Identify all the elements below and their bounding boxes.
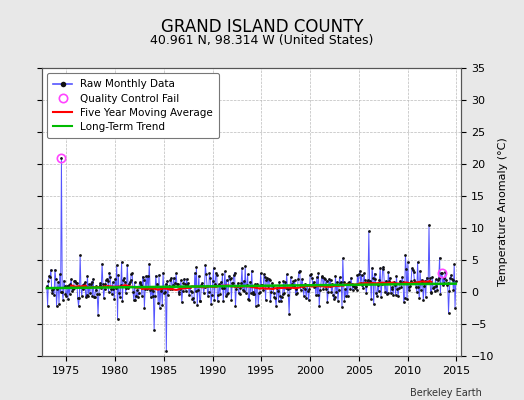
Text: 40.961 N, 98.314 W (United States): 40.961 N, 98.314 W (United States) bbox=[150, 34, 374, 47]
Y-axis label: Temperature Anomaly (°C): Temperature Anomaly (°C) bbox=[498, 138, 508, 286]
Text: GRAND ISLAND COUNTY: GRAND ISLAND COUNTY bbox=[161, 18, 363, 36]
Legend: Raw Monthly Data, Quality Control Fail, Five Year Moving Average, Long-Term Tren: Raw Monthly Data, Quality Control Fail, … bbox=[47, 73, 220, 138]
Text: Berkeley Earth: Berkeley Earth bbox=[410, 388, 482, 398]
